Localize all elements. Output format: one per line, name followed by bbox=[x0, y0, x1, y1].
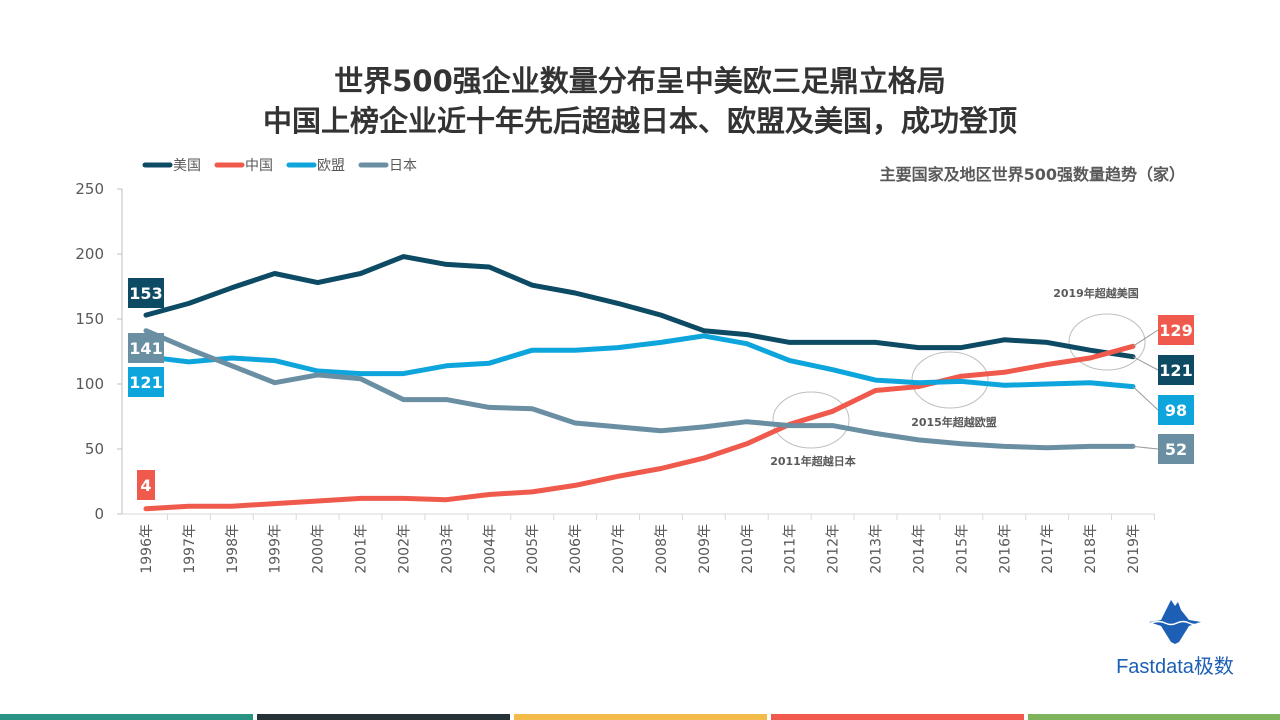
end-label-box bbox=[1158, 355, 1194, 385]
start-label-box bbox=[128, 278, 164, 308]
start-label: 141 bbox=[129, 339, 162, 358]
x-tick-label: 2011年 bbox=[783, 524, 799, 574]
x-tick-label: 2010年 bbox=[740, 524, 756, 574]
fastdata-logo: Fastdata极数 bbox=[1110, 598, 1240, 679]
start-label-box bbox=[128, 367, 164, 397]
title-line-1: 世界500强企业数量分布呈中美欧三足鼎立格局 bbox=[334, 64, 946, 98]
end-label-box bbox=[1158, 315, 1194, 345]
y-tick-label: 250 bbox=[75, 180, 104, 198]
x-tick-label: 1999年 bbox=[268, 524, 284, 574]
y-tick-label: 50 bbox=[85, 440, 104, 458]
logo-text: Fastdata极数 bbox=[1116, 656, 1234, 678]
x-tick-label: 2005年 bbox=[525, 524, 541, 574]
start-label: 121 bbox=[129, 373, 162, 392]
series-line-欧盟 bbox=[143, 333, 1136, 390]
x-tick-label: 2007年 bbox=[611, 524, 627, 574]
title-line-2: 中国上榜企业近十年先后超越日本、欧盟及美国，成功登顶 bbox=[262, 104, 1017, 138]
x-tick-label: 2015年 bbox=[954, 524, 970, 574]
end-label-box bbox=[1158, 434, 1194, 464]
leader-line bbox=[1132, 445, 1159, 450]
x-tick-label: 2014年 bbox=[911, 524, 927, 574]
end-label: 98 bbox=[1165, 401, 1187, 420]
x-tick-label: 2012年 bbox=[826, 524, 842, 574]
x-tick-label: 2013年 bbox=[869, 524, 885, 574]
legend-label: 中国 bbox=[245, 158, 273, 174]
end-label: 52 bbox=[1165, 440, 1187, 459]
annotation-text: 2019年超越美国 bbox=[1053, 286, 1139, 300]
series-line-日本 bbox=[143, 328, 1136, 451]
x-tick-label: 1996年 bbox=[139, 524, 155, 574]
leader-line bbox=[1132, 356, 1159, 371]
x-tick-label: 2004年 bbox=[482, 524, 498, 574]
y-tick-label: 0 bbox=[94, 505, 104, 523]
footer-bar bbox=[1028, 714, 1280, 720]
start-label-box bbox=[137, 470, 155, 500]
chart-title: 主要国家及地区世界500强数量趋势（家） bbox=[879, 165, 1185, 184]
footer-bar bbox=[257, 714, 510, 720]
annotation-text: 2011年超越日本 bbox=[770, 454, 856, 468]
iceberg-icon bbox=[1149, 600, 1201, 644]
x-tick-label: 2000年 bbox=[311, 524, 327, 574]
series-line-美国 bbox=[143, 254, 1136, 360]
x-tick-label: 2006年 bbox=[568, 524, 584, 574]
x-tick-label: 2019年 bbox=[1126, 524, 1142, 574]
legend-label: 欧盟 bbox=[317, 158, 345, 174]
legend-label: 日本 bbox=[389, 158, 417, 174]
start-label: 153 bbox=[129, 284, 162, 303]
y-tick-label: 150 bbox=[75, 310, 104, 328]
x-tick-label: 2018年 bbox=[1083, 524, 1099, 574]
y-tick-label: 100 bbox=[75, 375, 104, 393]
start-label: 4 bbox=[140, 476, 151, 495]
leader-line bbox=[1132, 329, 1159, 347]
end-label-box bbox=[1158, 395, 1194, 425]
footer-bar bbox=[0, 714, 253, 720]
x-tick-label: 2008年 bbox=[654, 524, 670, 574]
y-tick-label: 200 bbox=[75, 245, 104, 263]
x-tick-label: 2002年 bbox=[396, 524, 412, 574]
footer-bar bbox=[771, 714, 1024, 720]
x-tick-label: 2016年 bbox=[997, 524, 1013, 574]
end-label: 129 bbox=[1159, 321, 1192, 340]
footer-bar bbox=[514, 714, 767, 720]
leader-line bbox=[1132, 386, 1159, 411]
x-tick-label: 2003年 bbox=[439, 524, 455, 574]
x-tick-label: 2017年 bbox=[1040, 524, 1056, 574]
x-tick-label: 1997年 bbox=[182, 524, 198, 574]
line-chart: 0 50 100 150 200 250 1996年 1997年 1998年 1999年 2000年… bbox=[75, 158, 1194, 574]
start-label-box bbox=[128, 333, 164, 363]
annotation-ellipse bbox=[1068, 313, 1146, 371]
annotation-ellipse bbox=[772, 391, 850, 449]
x-tick-label: 2009年 bbox=[697, 524, 713, 574]
x-tick-label: 1998年 bbox=[225, 524, 241, 574]
end-label: 121 bbox=[1159, 361, 1192, 380]
annotation-text: 2015年超越欧盟 bbox=[911, 415, 997, 429]
series-line-中国 bbox=[143, 343, 1136, 512]
legend-label: 美国 bbox=[173, 158, 201, 174]
x-tick-label: 2001年 bbox=[354, 524, 370, 574]
